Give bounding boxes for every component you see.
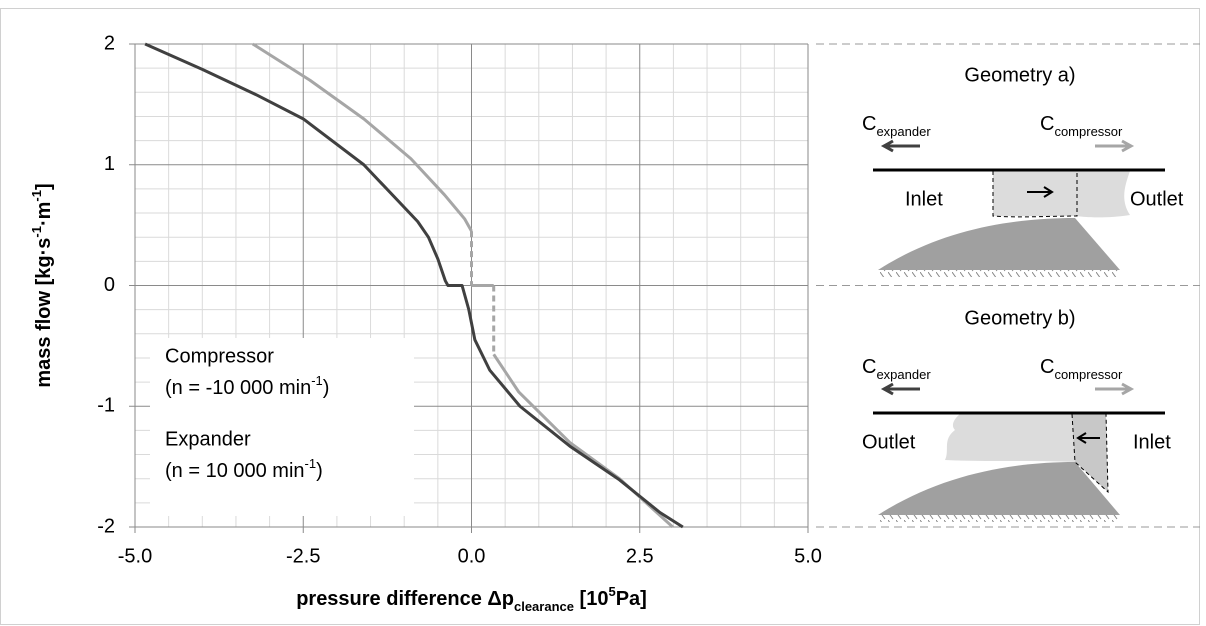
- arrow: [880, 382, 920, 396]
- control-volume: [992, 171, 1078, 218]
- text-part: -1: [29, 226, 44, 238]
- series-line: [144, 42, 684, 529]
- x-tick-label: 0.0: [458, 545, 486, 567]
- arrow: [1095, 139, 1135, 153]
- y-tick-label: -2: [97, 515, 115, 537]
- x-tick-label: -2.5: [286, 545, 320, 567]
- text-part: mass flow [kg·s: [33, 238, 55, 388]
- y-tick-label: 0: [104, 274, 115, 296]
- text-part: expander: [876, 367, 931, 382]
- velocity-label: Cexpander: [862, 356, 931, 382]
- text-part: C: [862, 113, 876, 135]
- x-tick-label: 5.0: [794, 545, 822, 567]
- text-part: ): [316, 460, 323, 482]
- velocity-label: Ccompressor: [1040, 356, 1123, 382]
- gap-region: [993, 171, 1130, 218]
- legend-label: Compressor: [165, 345, 274, 367]
- y-tick-label: 2: [104, 32, 115, 54]
- rotor: [878, 218, 1120, 270]
- text-part: -1: [29, 190, 44, 202]
- port-label: Outlet: [862, 431, 916, 453]
- text-part: C: [1040, 356, 1054, 378]
- series-line: [251, 42, 473, 232]
- velocity-label: Cexpander: [862, 113, 931, 139]
- text-part: (n = 10 000 min: [165, 460, 305, 482]
- text-part: 5: [608, 584, 615, 599]
- legend-note: (n = -10 000 min-1): [165, 373, 329, 399]
- text-part: ·m: [33, 202, 55, 226]
- arrow: [1095, 382, 1135, 396]
- diagram-title: Geometry b): [964, 307, 1075, 329]
- arrow: [1076, 432, 1100, 444]
- text-part: -1: [311, 373, 323, 388]
- diagram-title: Geometry a): [964, 64, 1075, 86]
- arrow: [1027, 186, 1054, 198]
- text-part: ]: [33, 183, 55, 190]
- gap-region: [945, 414, 1075, 462]
- x-tick-label: -5.0: [118, 545, 152, 567]
- velocity-label: Ccompressor: [1040, 113, 1123, 139]
- x-axis-title: pressure difference Δpclearance [105Pa]: [296, 584, 647, 614]
- text-part: ): [323, 377, 330, 399]
- y-tick-label: 1: [104, 153, 115, 175]
- text-part: C: [862, 356, 876, 378]
- text-part: expander: [876, 124, 931, 139]
- text-part: compressor: [1054, 367, 1123, 382]
- rotor: [878, 462, 1120, 515]
- x-tick-label: 2.5: [626, 545, 654, 567]
- port-label: Outlet: [1130, 188, 1184, 210]
- text-part: pressure difference Δp: [296, 588, 514, 610]
- control-volume: [1071, 413, 1109, 494]
- labels: -5.0 -2.5 0.0 2.5 5.0 -2 -1 0 1 2 pressure differe…: [29, 32, 822, 614]
- y-axis-title: mass flow [kg·s-1·m-1]: [29, 183, 55, 387]
- legend-box: [150, 338, 414, 516]
- text-part: C: [1040, 113, 1054, 135]
- text-part: Pa]: [616, 588, 647, 610]
- legend: Compressor(n = -10 000 min-1)Expander(n …: [150, 338, 414, 516]
- text-part: (n = -10 000 min: [165, 377, 311, 399]
- port-label: Inlet: [1133, 431, 1171, 453]
- hatch: [878, 270, 1120, 277]
- frame: [0, 8, 1200, 625]
- text-part: clearance: [514, 599, 574, 614]
- arrow: [880, 139, 920, 153]
- y-tick-label: -1: [97, 395, 115, 417]
- plot-lines: [144, 42, 684, 529]
- text-part: compressor: [1054, 124, 1123, 139]
- port-label: Inlet: [905, 188, 943, 210]
- text-part: -1: [305, 456, 317, 471]
- legend-label: Expander: [165, 428, 251, 450]
- hatch: [878, 515, 1120, 522]
- text-part: [10: [574, 588, 608, 610]
- legend-note: (n = 10 000 min-1): [165, 456, 323, 482]
